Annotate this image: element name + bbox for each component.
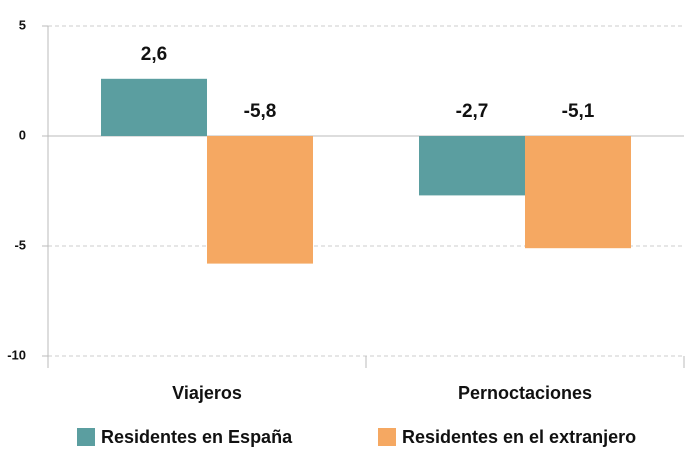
y-tick-label: -5 — [14, 237, 26, 252]
legend-label: Residentes en España — [101, 427, 293, 447]
bar — [101, 78, 207, 136]
legend-label: Residentes en el extranjero — [402, 427, 636, 447]
data-label: -2,7 — [456, 101, 489, 122]
legend-swatch — [77, 428, 95, 446]
y-tick-label: -10 — [7, 347, 26, 362]
data-label: 2,6 — [141, 44, 167, 65]
bar — [419, 136, 525, 196]
bar — [207, 136, 313, 264]
y-tick-label: 5 — [19, 17, 26, 32]
y-tick-label: 0 — [19, 127, 26, 142]
bar — [525, 136, 631, 249]
data-label: -5,8 — [244, 101, 277, 122]
x-tick-label: Pernoctaciones — [458, 383, 592, 403]
legend-swatch — [378, 428, 396, 446]
x-tick-label: Viajeros — [172, 383, 242, 403]
data-label: -5,1 — [562, 101, 595, 122]
